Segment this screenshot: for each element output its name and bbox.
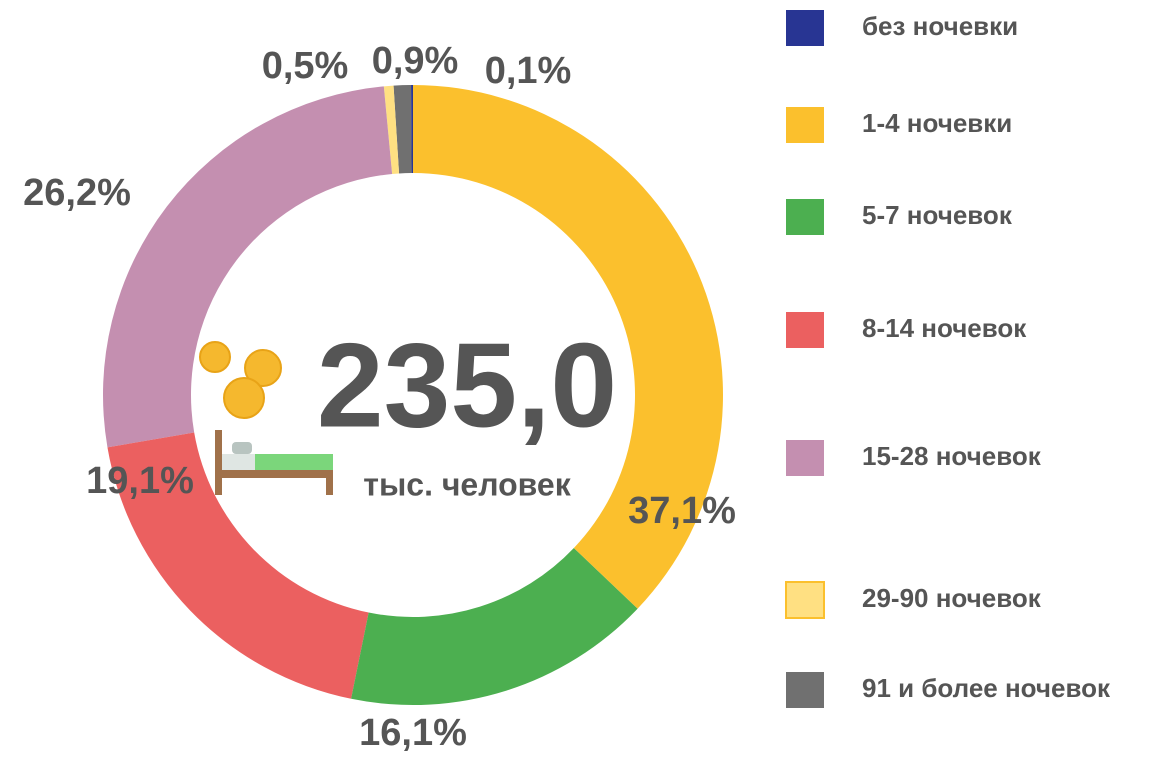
legend-swatch [786,440,824,476]
legend-label: без ночевки [862,11,1018,41]
data-label: 0,9% [372,40,459,82]
legend-swatch [786,672,824,708]
data-label: 0,1% [485,50,572,92]
donut-segment [413,85,723,609]
data-label: 37,1% [628,490,736,532]
donut-segment [351,547,638,706]
coins-icon [199,341,282,419]
donut-segment [383,85,400,174]
legend-swatch [786,107,824,143]
data-label: 19,1% [86,460,194,502]
data-label: 0,5% [262,45,349,87]
donut-segment [102,86,393,448]
center-value: 235,0 [317,319,617,453]
center-subtext: тыс. человек [363,466,571,502]
legend-swatch [786,199,824,235]
legend-label: 5-7 ночевок [862,200,1013,230]
donut-segment [107,432,369,699]
data-label: 16,1% [359,712,467,754]
legend-swatch [786,10,824,46]
legend-label: 29-90 ночевок [862,583,1042,613]
legend-label: 91 и более ночевок [862,673,1111,703]
bed-icon [215,430,333,495]
legend-swatch [786,312,824,348]
donut-segment [393,85,412,174]
legend-label: 15-28 ночевок [862,441,1042,471]
legend-label: 8-14 ночевок [862,313,1027,343]
legend-swatch [785,581,825,619]
donut-segment [411,85,413,174]
data-label: 26,2% [23,172,131,214]
legend-label: 1-4 ночевки [862,108,1012,138]
